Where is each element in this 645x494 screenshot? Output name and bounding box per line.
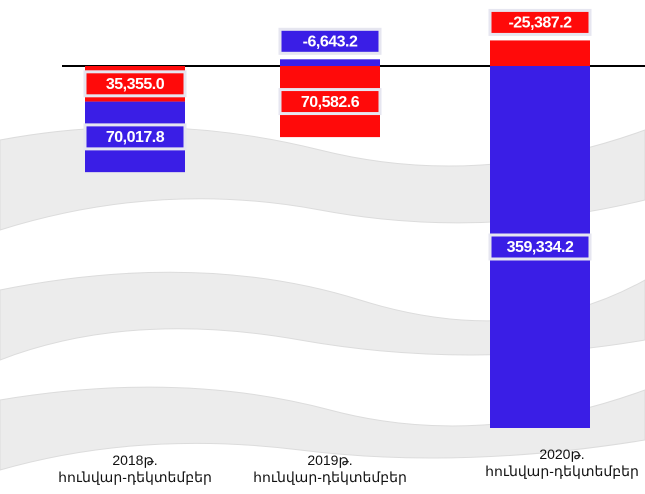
x-tick-label: 2020թ. հունվար-դեկտեմբեր [485,446,639,479]
texture [0,386,645,471]
value-label-bg [83,123,187,151]
value-label: -25,387.2 [508,15,572,32]
value-label: 70,017.8 [106,129,165,146]
value-label-bg [278,88,382,116]
value-label: 70,582.6 [301,94,360,111]
x-tick-label: 2018թ. հունվար-դեկտեմբեր [58,452,212,485]
value-label-bg [488,233,592,261]
bar [490,40,590,66]
x-tick-label: 2019թ. հունվար-դեկտեմբեր [253,452,407,485]
value-label-bg [488,8,592,36]
value-label: 35,355.0 [106,76,165,93]
value-label-bg [83,70,187,98]
texture [0,271,645,361]
value-label: -6,643.2 [303,34,358,51]
value-label-bg [278,27,382,55]
value-label: 359,334.2 [507,239,574,256]
bar [280,59,380,66]
